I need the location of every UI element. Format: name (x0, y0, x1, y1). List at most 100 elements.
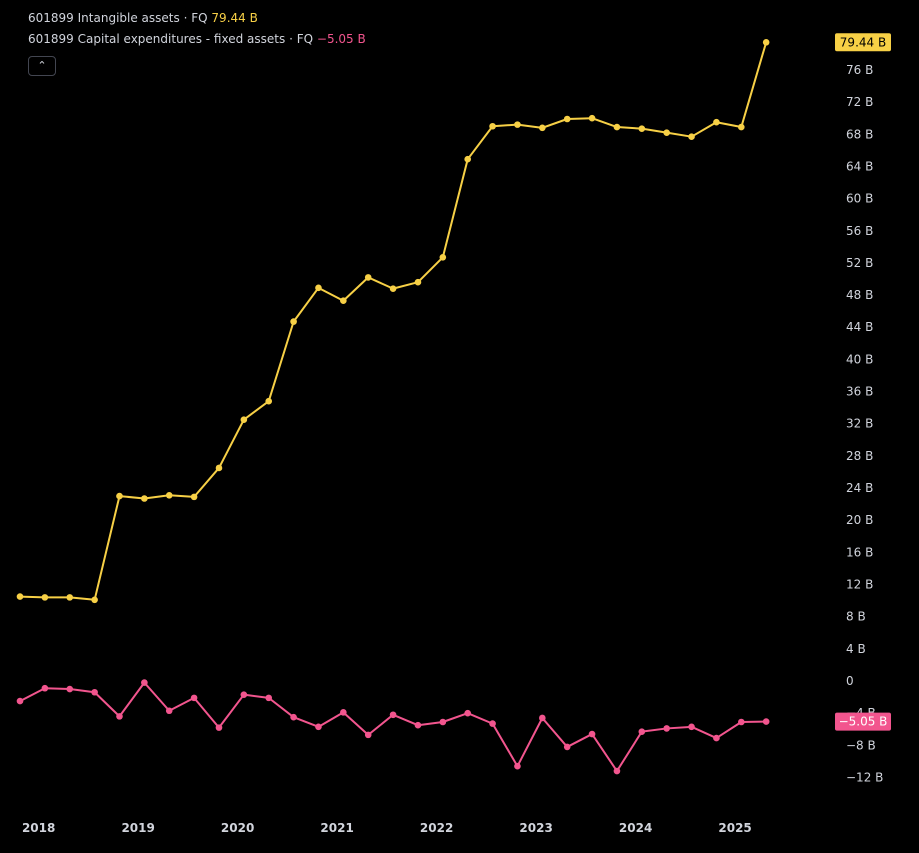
price-badges: 79.44 B −5.05 B (835, 33, 891, 731)
x-tick-label: 2020 (221, 821, 254, 835)
y-tick-label: −8 B (846, 738, 876, 752)
legend-value: 79.44 B (211, 11, 258, 25)
y-tick-label: 24 B (846, 481, 873, 495)
legend-value: −5.05 B (316, 32, 366, 46)
data-point[interactable] (116, 713, 123, 720)
series-line (19, 681, 767, 773)
data-point[interactable] (638, 125, 646, 132)
series-intangible-assets (16, 39, 770, 604)
data-point[interactable] (439, 718, 447, 726)
data-point[interactable] (588, 730, 596, 738)
legend-separator: · (289, 32, 293, 46)
data-point[interactable] (165, 491, 173, 499)
data-point[interactable] (364, 731, 372, 739)
y-tick-label: 8 B (846, 610, 866, 624)
data-point[interactable] (91, 688, 98, 696)
data-point[interactable] (713, 734, 720, 742)
y-tick-label: 44 B (846, 320, 873, 334)
data-point[interactable] (737, 718, 745, 726)
data-point[interactable] (489, 122, 496, 130)
data-point[interactable] (762, 39, 770, 46)
data-point[interactable] (688, 723, 695, 731)
data-point[interactable] (762, 718, 770, 725)
y-tick-label: 32 B (846, 417, 873, 431)
data-point[interactable] (563, 115, 571, 123)
data-point[interactable] (116, 492, 123, 500)
data-point[interactable] (364, 274, 372, 281)
data-point[interactable] (315, 723, 322, 731)
badge-background (835, 33, 891, 52)
data-point[interactable] (66, 594, 74, 601)
data-point[interactable] (165, 707, 173, 715)
collapse-legend-button[interactable]: ⌃ (28, 56, 56, 76)
legend-series-name: Intangible assets (77, 11, 180, 25)
data-point[interactable] (190, 493, 198, 501)
data-point[interactable] (141, 679, 148, 686)
data-point[interactable] (16, 593, 24, 600)
data-point[interactable] (613, 123, 621, 131)
data-point[interactable] (663, 129, 670, 136)
data-point[interactable] (713, 118, 720, 126)
data-point[interactable] (613, 767, 621, 775)
y-tick-label: 20 B (846, 513, 873, 527)
legend-row-intangible-assets[interactable]: 601899 Intangible assets · FQ 79.44 B (28, 8, 366, 29)
data-point[interactable] (464, 709, 472, 717)
legend-ticker: 601899 (28, 11, 74, 25)
data-point[interactable] (265, 397, 273, 405)
data-point[interactable] (439, 253, 447, 261)
data-point[interactable] (215, 724, 223, 731)
y-tick-label: 4 B (846, 642, 866, 656)
data-point[interactable] (489, 720, 496, 727)
data-point[interactable] (41, 684, 49, 692)
data-point[interactable] (141, 495, 148, 502)
y-tick-label: 56 B (846, 224, 873, 238)
x-axis: 2018 2019 2020 2021 2022 2023 2024 2025 (22, 821, 752, 835)
y-tick-label: 48 B (846, 288, 873, 302)
data-point[interactable] (414, 278, 422, 286)
data-point[interactable] (539, 124, 546, 132)
data-point[interactable] (340, 709, 347, 716)
y-tick-label: 60 B (846, 192, 873, 206)
y-tick-label: 28 B (846, 449, 873, 463)
data-point[interactable] (16, 697, 24, 705)
data-point[interactable] (389, 711, 397, 719)
data-point[interactable] (663, 725, 670, 732)
data-point[interactable] (41, 594, 49, 601)
data-point[interactable] (514, 762, 521, 770)
x-tick-label: 2019 (121, 821, 154, 835)
legend-ticker: 601899 (28, 32, 74, 46)
data-point[interactable] (315, 284, 322, 292)
data-point[interactable] (688, 133, 695, 140)
data-point[interactable] (190, 694, 198, 702)
data-point[interactable] (91, 596, 98, 604)
y-tick-label: 68 B (846, 127, 873, 141)
series-line (19, 42, 768, 601)
legend: 601899 Intangible assets · FQ 79.44 B 60… (28, 8, 366, 50)
data-point[interactable] (563, 743, 571, 751)
x-tick-label: 2018 (22, 821, 55, 835)
last-value-badge-intangible: 79.44 B (835, 33, 891, 52)
data-point[interactable] (464, 155, 472, 163)
data-point[interactable] (588, 114, 596, 122)
last-value-badge-capex: −5.05 B (835, 712, 891, 731)
data-point[interactable] (389, 285, 397, 292)
data-point[interactable] (215, 464, 223, 472)
data-point[interactable] (66, 685, 74, 693)
chevron-up-icon: ⌃ (37, 59, 47, 72)
data-point[interactable] (290, 318, 297, 325)
data-point[interactable] (638, 728, 646, 735)
data-point[interactable] (414, 721, 422, 729)
data-point[interactable] (539, 714, 546, 722)
legend-row-capex[interactable]: 601899 Capital expenditures - fixed asse… (28, 29, 366, 50)
legend-series-name: Capital expenditures - fixed assets (77, 32, 286, 46)
data-point[interactable] (240, 416, 248, 424)
data-point[interactable] (290, 713, 297, 721)
y-tick-label: 36 B (846, 385, 873, 399)
data-point[interactable] (265, 694, 273, 702)
data-point[interactable] (240, 691, 248, 698)
badge-background (835, 712, 891, 731)
legend-separator: · (183, 11, 188, 25)
data-point[interactable] (340, 297, 347, 305)
data-point[interactable] (514, 121, 521, 128)
data-point[interactable] (737, 123, 745, 131)
